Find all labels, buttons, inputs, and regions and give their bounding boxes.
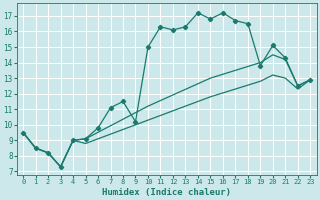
X-axis label: Humidex (Indice chaleur): Humidex (Indice chaleur) (102, 188, 231, 197)
